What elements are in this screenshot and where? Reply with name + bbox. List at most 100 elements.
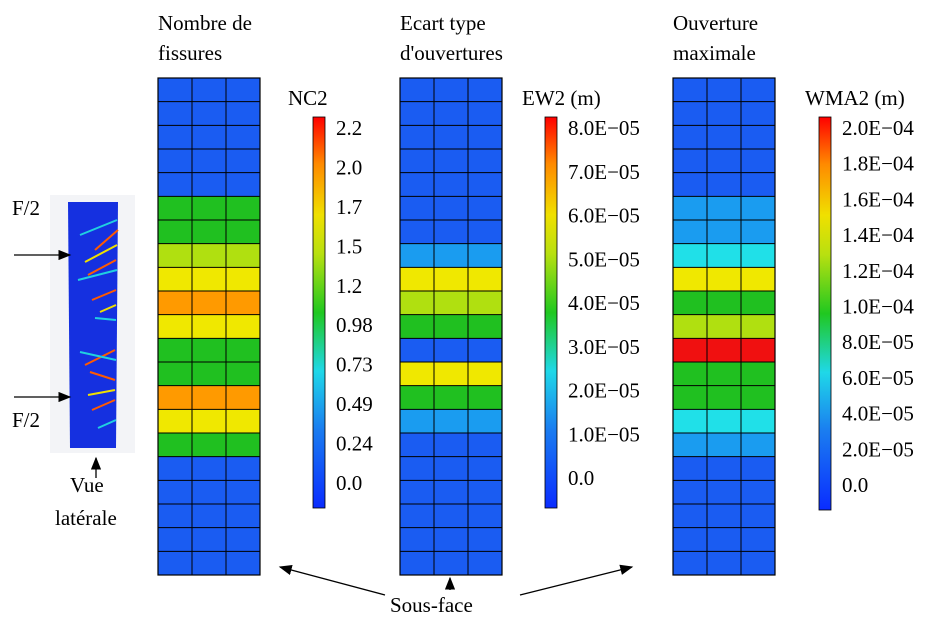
mesh-row [158,314,260,339]
colorbar-tick-label: 1.6E−04 [842,187,914,211]
mesh-row [673,362,775,387]
panel-title: Ecart type [400,11,486,35]
mesh-row [400,362,502,387]
mesh-row [673,267,775,292]
mesh-row [158,149,260,174]
mesh-row [673,125,775,150]
mesh-row [400,504,502,529]
mesh-row [673,291,775,316]
colorbar-tick-label: 0.73 [336,353,373,377]
mesh-row [400,149,502,174]
mesh-row [400,125,502,150]
load-label: F/2 [12,408,40,432]
mesh-border [157,77,261,576]
mesh-row [400,409,502,434]
colorbar-tick-label: 5.0E−05 [568,247,640,271]
bottom-label: Sous-face [390,593,473,617]
colorbar-tick-label: 2.0E−04 [842,116,914,140]
mesh-row [673,480,775,505]
mesh-row [673,149,775,174]
colorbar [544,116,558,509]
mesh-row [673,220,775,245]
mesh-row [673,172,775,197]
colorbar-tick-label: 8.0E−05 [842,330,914,354]
mesh-row [400,196,502,221]
mesh-row [400,527,502,552]
mesh-row [673,196,775,221]
mesh-border [672,77,776,576]
mesh-row [400,267,502,292]
colorbar-tick-label: 2.0E−05 [842,437,914,461]
colorbar-label: NC2 [288,86,328,110]
mesh-row [400,78,502,103]
mesh-row [673,504,775,529]
side-view-cracks [77,219,119,429]
mesh-border [399,77,503,576]
colorbar-tick-label: 3.0E−05 [568,335,640,359]
mesh-row [673,101,775,126]
mesh-row [400,433,502,458]
mesh-row [158,338,260,363]
mesh-row [158,433,260,458]
colorbar-tick-label: 1.4E−04 [842,223,914,247]
mesh-row [158,362,260,387]
caption: latérale [55,506,117,530]
colorbar-tick-label: 1.0E−04 [842,295,914,319]
colorbar-tick-label: 6.0E−05 [568,204,640,228]
mesh-row [400,456,502,481]
colorbar-tick-label: 0.0 [842,473,868,497]
mesh-row [158,243,260,268]
side-view-beam [68,202,118,448]
mesh-row [673,314,775,339]
mesh-row [158,101,260,126]
caption: Vue [70,473,104,497]
mesh-row [158,267,260,292]
mesh-row [673,527,775,552]
colorbar-tick-label: 0.0 [336,471,362,495]
colorbar-tick-label: 4.0E−05 [568,291,640,315]
panel-title: Nombre de [158,11,252,35]
colorbar-tick-label: 1.2 [336,274,362,298]
colorbar [818,116,832,511]
mesh-row [158,504,260,529]
colorbar-tick-label: 6.0E−05 [842,366,914,390]
mesh-row [400,220,502,245]
mesh-row [158,291,260,316]
colorbar-tick-label: 0.98 [336,313,373,337]
colorbar-tick-label: 1.0E−05 [568,422,640,446]
colorbar-tick-label: 0.0 [568,466,594,490]
mesh-row [673,409,775,434]
pointer-arrow [519,564,634,596]
mesh-row [158,456,260,481]
load-label: F/2 [12,196,40,220]
mesh-row [158,78,260,103]
mesh-row [158,551,260,576]
mesh-row [673,338,775,363]
panel-title: fissures [158,41,222,65]
mesh-row [400,291,502,316]
colorbar-label: EW2 (m) [522,86,601,110]
colorbar-tick-label: 1.7 [336,195,362,219]
mesh-row [673,78,775,103]
mesh-row [400,172,502,197]
mesh-row [158,480,260,505]
colorbar [312,116,326,509]
colorbar-tick-label: 0.49 [336,392,373,416]
mesh-row [400,243,502,268]
colorbar-tick-label: 2.0E−05 [568,379,640,403]
colorbar-tick-label: 1.2E−04 [842,259,914,283]
mesh-row [673,433,775,458]
mesh-row [158,172,260,197]
mesh-row [400,314,502,339]
colorbar-tick-label: 1.5 [336,234,362,258]
panel-title: Ouverture [673,11,758,35]
colorbar-tick-label: 2.0 [336,155,362,179]
colorbar-tick-label: 0.24 [336,432,373,456]
mesh-row [400,101,502,126]
colorbar-tick-label: 2.2 [336,116,362,140]
pointer-arrow [278,564,386,596]
colorbar-tick-label: 1.8E−04 [842,152,914,176]
colorbar-tick-label: 8.0E−05 [568,116,640,140]
mesh-row [158,220,260,245]
